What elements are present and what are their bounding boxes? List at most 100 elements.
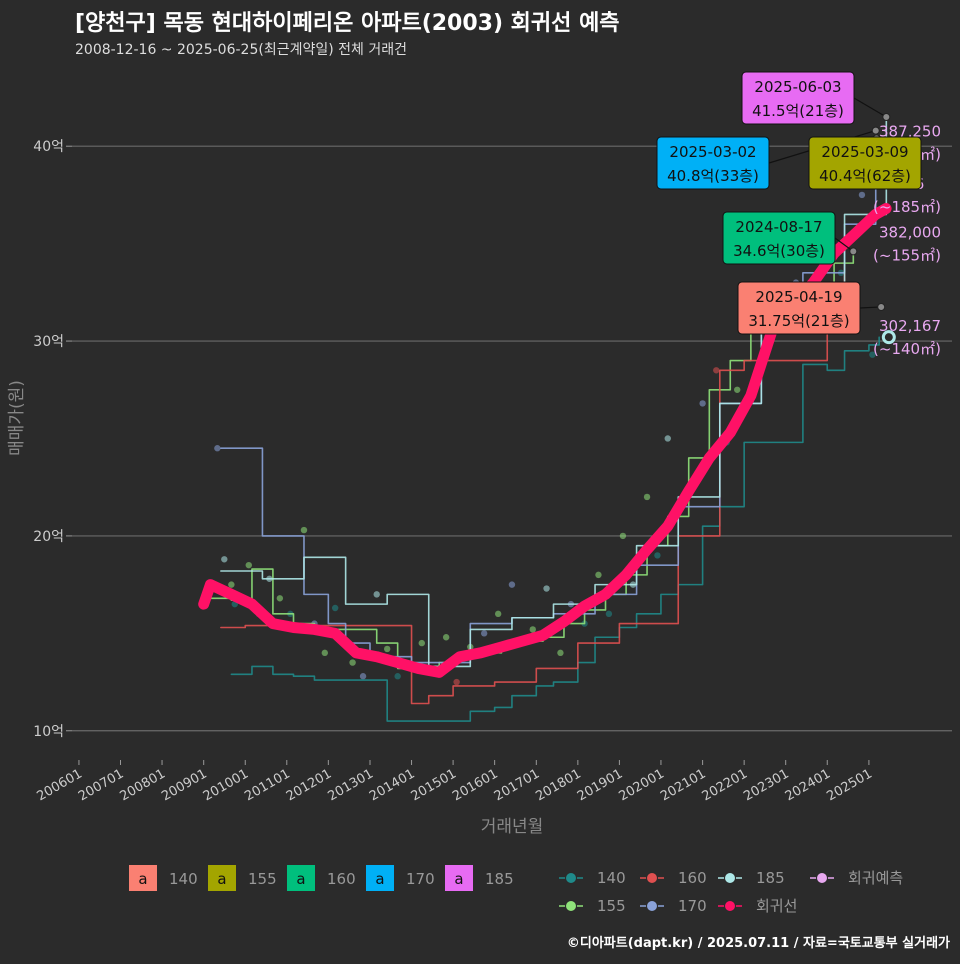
annotation-box	[741, 71, 855, 125]
fill-legend-label: 170	[406, 870, 435, 888]
fill-legend-label: 160	[327, 870, 356, 888]
x-tick-label: 200601	[34, 766, 84, 804]
x-tick-label: 200801	[118, 766, 168, 804]
scatter-point	[394, 673, 401, 680]
annotation-point	[871, 126, 880, 135]
fill-legend: a 140 a 155 a 160 a 170 a 185	[129, 865, 514, 891]
line-legend: 140 160 185 회귀예측 155 170 회귀선	[559, 869, 903, 915]
fill-legend-key	[366, 865, 394, 891]
regression-line	[198, 203, 892, 678]
scatter-point	[508, 581, 516, 588]
prediction-area: (~185㎡)	[873, 198, 941, 216]
x-tick-label: 201001	[201, 766, 251, 804]
y-tick-label: 30억	[33, 334, 64, 350]
fill-legend-key-text: a	[375, 870, 384, 888]
y-axis-title: 매매가(원)	[7, 380, 27, 456]
prediction-area: (~140㎡)	[873, 340, 941, 358]
x-tick-label: 202301	[741, 766, 791, 804]
annotation-price: 40.8억(33층)	[667, 167, 759, 185]
x-tick-label: 202201	[700, 766, 750, 804]
scatter-point	[543, 585, 550, 592]
scatter-point	[529, 626, 536, 633]
y-grid: 10억 20억 30억 40억	[33, 139, 952, 740]
line-legend-dot	[816, 872, 828, 884]
annotation-leader	[853, 97, 887, 118]
fill-legend-key	[445, 865, 473, 891]
x-tick-label: 201701	[492, 766, 542, 804]
scatter-point	[858, 191, 866, 199]
fill-legend-label: 140	[169, 870, 198, 888]
annotation-date: 2025-03-09	[821, 143, 908, 161]
x-tick-label: 201601	[450, 766, 500, 804]
annotation-box	[737, 281, 861, 335]
fill-legend-key-text: a	[138, 870, 147, 888]
line-legend-label: 140	[597, 869, 626, 887]
annotation-date: 2025-04-19	[755, 288, 842, 306]
scatter-point	[480, 630, 488, 637]
annotation-point	[849, 247, 858, 256]
annotation-point	[882, 112, 891, 121]
scatter-point	[453, 678, 460, 686]
scatter-point	[494, 610, 502, 618]
fill-legend-label: 155	[248, 870, 277, 888]
scatter-point	[734, 386, 741, 393]
fill-legend-label: 185	[485, 870, 514, 888]
x-tick-label: 202101	[658, 766, 708, 804]
x-tick-label: 201801	[533, 766, 583, 804]
x-tick-label: 201901	[575, 766, 625, 804]
scatter-point	[713, 367, 720, 374]
y-tick-label: 20억	[33, 529, 64, 545]
prediction-price: 387,250	[879, 122, 941, 140]
y-tick-label: 40억	[33, 139, 64, 155]
x-tick-label: 202001	[616, 766, 666, 804]
line-legend-dot	[646, 872, 658, 884]
fill-legend-key-text: a	[217, 870, 226, 888]
fill-legend-key	[129, 865, 157, 891]
chart-subtitle: 2008-12-16 ~ 2025-06-25(최근계약일) 전체 거래건	[75, 42, 407, 58]
series-line-140	[230, 336, 880, 722]
line-legend-dot	[646, 900, 658, 912]
prediction-price: 382,000	[879, 224, 941, 242]
scatter-point	[373, 591, 380, 598]
scatter-point	[664, 435, 671, 442]
scatter-point	[557, 649, 564, 657]
line-legend-label: 155	[597, 897, 626, 915]
scatter-point	[359, 673, 367, 680]
scatter-point	[383, 645, 391, 653]
x-tick-label: 200701	[76, 766, 126, 804]
annotation-box	[722, 211, 836, 265]
scatter-point	[442, 634, 450, 641]
line-legend-label: 185	[756, 869, 785, 887]
annotation-date: 2025-06-03	[754, 78, 841, 96]
prediction-point	[881, 330, 896, 345]
line-legend-dot	[565, 900, 577, 912]
x-tick-label: 202501	[824, 766, 874, 804]
fill-legend-key	[287, 865, 315, 891]
line-legend-dot	[565, 872, 577, 884]
y-tick-label: 10억	[33, 724, 64, 740]
line-legend-label: 회귀예측	[848, 869, 903, 887]
scatter-point	[595, 571, 602, 579]
scatter-point	[418, 639, 425, 647]
line-legend-dot	[724, 872, 736, 884]
scatter-point	[214, 445, 221, 452]
annotation-price: 40.4억(62층)	[819, 167, 911, 185]
scatter-point	[300, 526, 308, 534]
scatter-point	[654, 552, 661, 559]
series-line-185	[220, 116, 888, 668]
line-legend-label: 170	[678, 897, 707, 915]
x-tick-label: 200901	[159, 766, 209, 804]
annotation-layer: 2025-06-03 41.5억(21층) 2025-03-02 40.8억(33층)…	[656, 71, 922, 335]
line-legend-dot	[724, 900, 736, 912]
annotation-date: 2024-08-17	[735, 218, 822, 236]
scatter-point	[245, 561, 252, 569]
scatter-point	[605, 610, 613, 618]
x-tick-label: 201301	[326, 766, 376, 804]
footer-credit: ©디아파트(dapt.kr) / 2025.07.11 / 자료=국토교통부 실…	[567, 935, 950, 951]
x-tick-label: 202401	[783, 766, 833, 804]
series-line-170	[220, 129, 877, 664]
x-tick-label: 201101	[242, 766, 292, 804]
series-line-160	[220, 262, 846, 705]
